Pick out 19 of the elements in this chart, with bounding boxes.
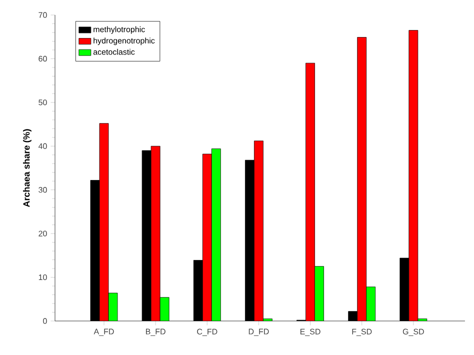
- y-tick-label: 0: [43, 318, 47, 324]
- x-tick-label: C_FD: [197, 328, 218, 336]
- y-axis-title: Archaea share (%): [23, 129, 32, 208]
- legend-label: hydrogenotrophic: [94, 38, 155, 46]
- x-tick-label: F_SD: [352, 328, 372, 336]
- legend-label: acetoclastic: [93, 48, 135, 55]
- y-tick-label: 60: [38, 56, 47, 62]
- x-tick-label: A_FD: [94, 328, 114, 336]
- y-tick-label: 40: [38, 143, 47, 149]
- x-tick-label: E_SD: [300, 328, 320, 336]
- y-tick-label: 20: [38, 230, 47, 236]
- y-tick-label: 70: [38, 12, 47, 18]
- y-tick-label: 50: [38, 100, 47, 106]
- y-tick-label: 30: [38, 187, 47, 193]
- x-tick-label: D_FD: [248, 328, 269, 336]
- x-tick-label: G_SD: [402, 328, 424, 336]
- legend-label: methylotrophic: [94, 26, 145, 34]
- x-tick-label: B_FD: [146, 328, 166, 336]
- y-tick-label: 10: [38, 274, 47, 280]
